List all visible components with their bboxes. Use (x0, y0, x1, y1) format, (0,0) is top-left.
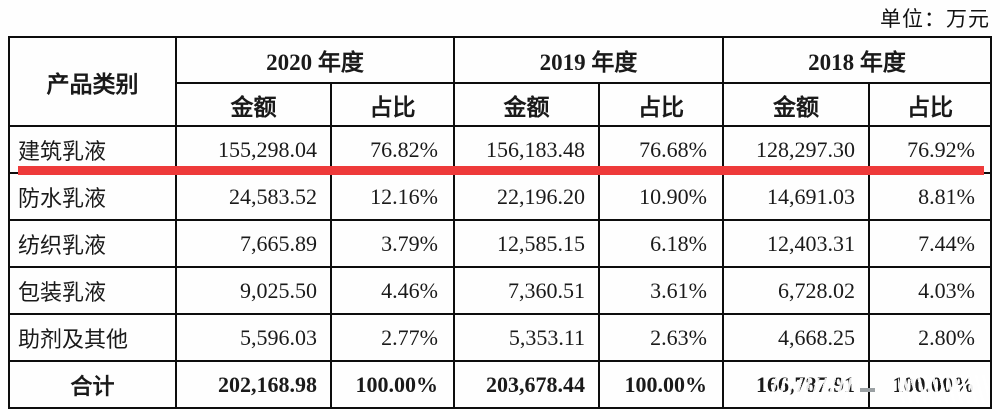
ratio-cell: 3.79% (330, 219, 455, 268)
table-row-textile-emulsion: 纺织乳液 7,665.89 3.79% 12,585.15 6.18% 12,4… (8, 219, 992, 268)
year-header-2020: 2020 年度 (175, 36, 455, 84)
amount-cell: 5,353.11 (453, 313, 600, 362)
amount-header-2019: 金额 (453, 82, 600, 127)
amount-cell: 22,196.20 (453, 172, 600, 221)
amount-cell: 24,583.52 (175, 172, 332, 221)
amount-cell: 4,668.25 (722, 313, 870, 362)
product-category-header: 产品类别 (8, 36, 177, 127)
ratio-cell: 7.44% (868, 219, 992, 268)
table-row-waterproof-emulsion: 防水乳液 24,583.52 12.16% 22,196.20 10.90% 1… (8, 172, 992, 221)
ratio-cell: 3.61% (598, 266, 724, 315)
table-row-packaging-emulsion: 包装乳液 9,025.50 4.46% 7,360.51 3.61% 6,728… (8, 266, 992, 315)
category-cell: 助剂及其他 (8, 313, 177, 362)
ratio-cell: 100.00% (330, 360, 455, 409)
amount-cell: 14,691.03 (722, 172, 870, 221)
watermark-smudge (898, 375, 988, 403)
table-row-additives-others: 助剂及其他 5,596.03 2.77% 5,353.11 2.63% 4,66… (8, 313, 992, 362)
ratio-cell: 4.46% (330, 266, 455, 315)
ratio-cell: 10.90% (598, 172, 724, 221)
amount-cell: 203,678.44 (453, 360, 600, 409)
amount-cell: 128,297.30 (722, 125, 870, 174)
amount-cell: 12,585.15 (453, 219, 600, 268)
ratio-cell: 6.18% (598, 219, 724, 268)
ratio-cell: 12.16% (330, 172, 455, 221)
ratio-cell: 2.63% (598, 313, 724, 362)
table-row-construction-emulsion: 建筑乳液 155,298.04 76.82% 156,183.48 76.68%… (8, 125, 992, 174)
ratio-cell: 2.77% (330, 313, 455, 362)
category-cell: 纺织乳液 (8, 219, 177, 268)
ratio-cell: 76.68% (598, 125, 724, 174)
header-row-years: 产品类别 2020 年度 2019 年度 2018 年度 (8, 36, 992, 127)
amount-cell: 7,360.51 (453, 266, 600, 315)
year-header-2018: 2018 年度 (722, 36, 992, 84)
category-cell: 包装乳液 (8, 266, 177, 315)
ratio-cell: 100.00% (598, 360, 724, 409)
ratio-cell: 2.80% (868, 313, 992, 362)
ratio-header-2020: 占比 (330, 82, 455, 127)
category-cell: 防水乳液 (8, 172, 177, 221)
product-revenue-table: 产品类别 2020 年度 2019 年度 2018 年度 金额 占比 金额 占比… (8, 36, 992, 409)
amount-header-2018: 金额 (722, 82, 870, 127)
header-row-subcolumns: 金额 占比 金额 占比 金额 占比 (9, 82, 992, 127)
amount-cell: 6,728.02 (722, 266, 870, 315)
amount-cell: 9,025.50 (175, 266, 332, 315)
amount-cell: 156,183.48 (453, 125, 600, 174)
amount-header-2020: 金额 (175, 82, 332, 127)
ratio-cell: 8.81% (868, 172, 992, 221)
watermark-artifact-dash (860, 388, 875, 392)
amount-cell: 7,665.89 (175, 219, 332, 268)
total-label-cell: 合计 (8, 360, 177, 409)
watermark-smudge (770, 378, 862, 402)
amount-cell: 5,596.03 (175, 313, 332, 362)
amount-cell: 202,168.98 (175, 360, 332, 409)
ratio-header-2018: 占比 (868, 82, 992, 127)
year-header-2019: 2019 年度 (453, 36, 724, 84)
amount-cell: 12,403.31 (722, 219, 870, 268)
ratio-cell: 4.03% (868, 266, 992, 315)
highlight-underline (18, 166, 984, 175)
unit-label: 单位：万元 (880, 7, 990, 31)
ratio-header-2019: 占比 (598, 82, 724, 127)
